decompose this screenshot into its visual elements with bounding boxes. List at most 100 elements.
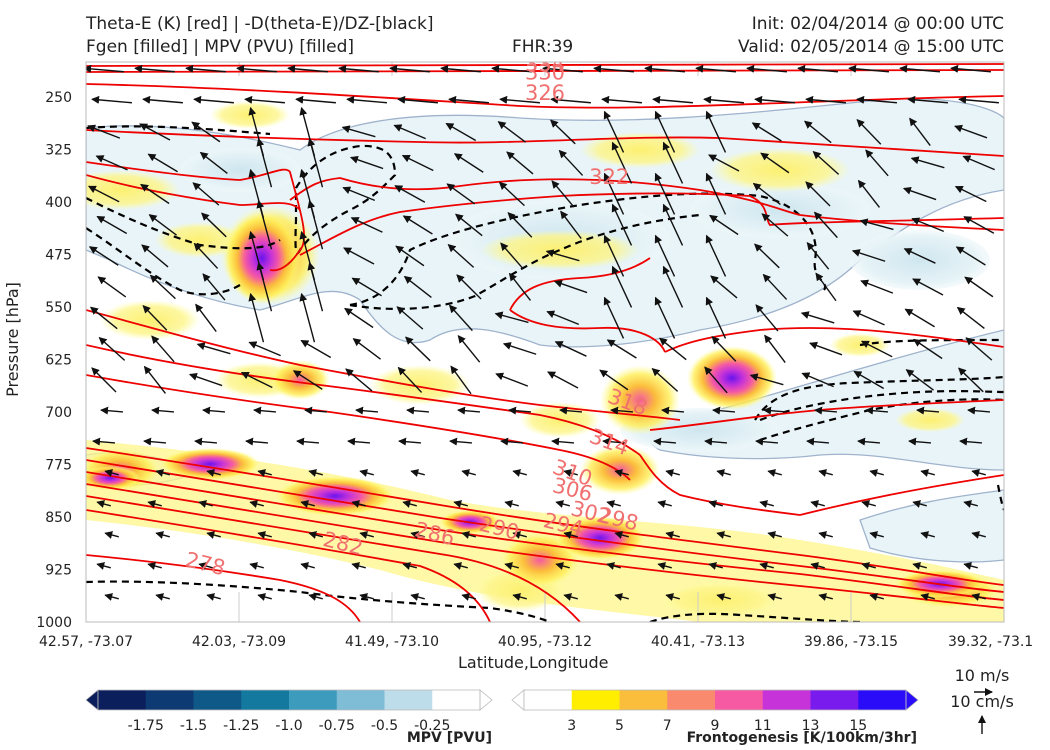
colorbar-tick: 9 <box>711 718 720 734</box>
wind-vector <box>449 437 473 446</box>
wind-vector <box>956 306 985 330</box>
wind-vector <box>712 406 736 415</box>
wind-vector <box>920 469 935 477</box>
title-line-1: Theta-E (K) [red] | -D(theta-E)/DZ-[blac… <box>86 14 434 34</box>
wind-vector <box>708 562 723 570</box>
wind-vector <box>398 437 422 446</box>
wind-vector <box>913 338 943 360</box>
wind-vector <box>351 562 366 570</box>
theta-e-contour <box>86 554 361 622</box>
wind-vector <box>300 339 332 359</box>
wind-vector <box>142 305 168 331</box>
wind-vector <box>91 367 117 393</box>
wind-vector <box>546 310 580 326</box>
colorbar-extend-low <box>511 689 525 711</box>
wind-vector <box>965 337 993 361</box>
wind-vector <box>139 123 171 141</box>
colorbar-swatch <box>145 690 194 710</box>
wind-vector <box>603 110 625 153</box>
wind-vector <box>865 149 889 177</box>
colorbar-swatch <box>858 690 907 710</box>
wind-vector <box>194 437 218 446</box>
wind-vector <box>554 341 587 357</box>
wind-vector <box>206 593 221 601</box>
y-axis-label: Pressure [hPa] <box>2 282 22 397</box>
wind-vector <box>767 593 782 601</box>
wind-vector <box>857 437 881 446</box>
wind-vector <box>661 406 685 415</box>
wind-vector <box>716 469 731 477</box>
y-tick-label: 925 <box>45 563 72 579</box>
wind-vector <box>151 335 175 363</box>
wind-vector <box>155 469 170 477</box>
colorbar-tick: -0.75 <box>319 718 355 734</box>
wind-vector <box>155 593 170 601</box>
wind-vector <box>256 261 273 312</box>
wind-vector <box>657 500 672 508</box>
wind-vector <box>349 155 384 170</box>
wind-vector <box>410 531 425 539</box>
wind-vector <box>155 531 170 539</box>
wind-vector <box>500 437 524 446</box>
wind-vector <box>405 336 431 362</box>
wind-vector <box>716 593 731 601</box>
wind-vector <box>402 562 417 570</box>
forecast-hour: FHR:39 <box>512 37 574 57</box>
wind-vector <box>547 371 579 389</box>
wind-vector <box>500 242 524 270</box>
wind-vector <box>151 406 175 415</box>
theta-e-label: 330 <box>525 61 565 85</box>
wind-vector <box>394 185 426 203</box>
wind-vector <box>307 137 324 188</box>
colorbar-tick: -0.25 <box>414 718 450 734</box>
wind-vector <box>195 303 217 332</box>
ddz-contour <box>996 484 1004 511</box>
ddz-contour <box>759 390 1004 422</box>
wind-vector <box>134 64 175 73</box>
ddz-contour <box>86 125 271 136</box>
wind-vector <box>512 593 527 601</box>
colorbar-swatch <box>193 690 242 710</box>
colorbar-swatch <box>762 690 811 710</box>
wind-vector <box>559 406 583 415</box>
wind-vector <box>95 155 128 171</box>
fgen-weak-region <box>100 300 200 340</box>
wind-vector <box>856 119 882 145</box>
wind-vector <box>512 469 527 477</box>
wind-vector <box>711 336 737 362</box>
x-tick-label: 42.57, -73.07 <box>39 634 133 650</box>
wind-vector <box>899 64 940 73</box>
wind-vector <box>389 64 430 73</box>
wind-vector <box>903 248 936 264</box>
wind-vector <box>763 406 787 415</box>
wind-vector <box>504 500 519 508</box>
colorbar-frame <box>97 689 481 711</box>
wind-vector <box>245 437 269 446</box>
colorbar-swatch <box>241 690 290 710</box>
wind-vector <box>762 273 788 300</box>
theta-e-contour <box>86 483 1004 609</box>
wind-vector <box>809 341 843 356</box>
wind-vector <box>705 172 727 215</box>
wind-vector <box>542 64 583 73</box>
wind-vector <box>904 308 935 328</box>
wind-vector <box>406 406 430 415</box>
theta-e-contour <box>86 161 306 272</box>
wind-vector <box>343 247 375 265</box>
wind-vector <box>86 64 124 73</box>
colorbar-swatch <box>336 690 385 710</box>
wind-vector <box>495 372 529 387</box>
fgen-weak-region <box>895 408 965 432</box>
wind-vector <box>445 122 477 142</box>
wind-vector <box>299 292 316 343</box>
wind-vector <box>504 562 519 570</box>
wind-vector <box>248 341 281 357</box>
wind-vector <box>861 500 876 508</box>
ddz-contour <box>86 227 241 296</box>
wind-vector <box>201 212 227 238</box>
colorbar-swatch <box>98 690 147 710</box>
wind-vector <box>954 124 988 139</box>
fgen-moderate-region <box>270 360 330 400</box>
wind-vector <box>448 304 473 332</box>
x-axis-ticks: 42.57, -73.07 42.03, -73.09 41.49, -73.10 4… <box>39 634 1033 650</box>
